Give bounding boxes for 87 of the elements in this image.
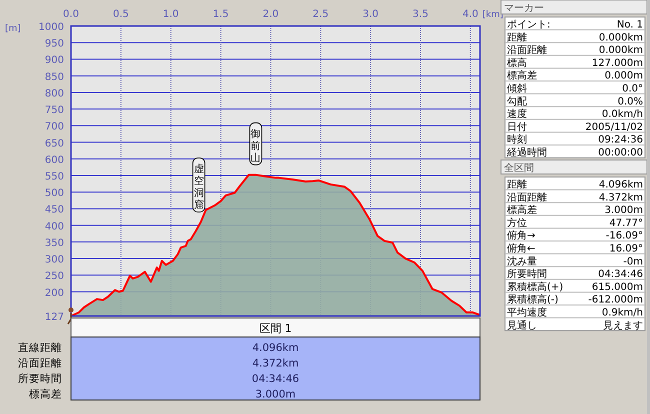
x-tick-label: 4.0 xyxy=(462,9,478,20)
text: 沿面距離 xyxy=(507,191,547,204)
y-tick-label: 350 xyxy=(44,238,64,249)
y-tick-label: 250 xyxy=(44,271,64,282)
text: 累積標高(-) xyxy=(507,294,559,306)
text: 0.0km/h xyxy=(602,109,643,120)
x-tick-label: 3.5 xyxy=(412,9,428,20)
y-tick-label: 450 xyxy=(44,204,64,216)
text: 3.000m xyxy=(255,388,296,400)
text: 09:24:36 xyxy=(598,134,643,146)
text: 0.000km xyxy=(598,45,643,56)
y-tick-label: 650 xyxy=(44,138,64,150)
x-tick-label: 3.0 xyxy=(362,9,379,20)
text: 傾斜 xyxy=(507,82,527,94)
x-tick-label: 2.0 xyxy=(262,9,279,20)
text: 0.0% xyxy=(618,96,643,108)
text: 04:34:46 xyxy=(598,269,643,280)
y-tick-label: 127 xyxy=(44,312,64,323)
y-tick-label: 600 xyxy=(44,154,64,166)
text: 4.372km xyxy=(598,192,643,204)
text: 標高差 xyxy=(29,388,62,400)
x-tick-label: 0.5 xyxy=(112,9,129,20)
text: 4.372km xyxy=(252,358,299,370)
text: 04:34:46 xyxy=(252,373,300,385)
text: 00:00:00 xyxy=(598,148,643,158)
text: 日付 xyxy=(507,122,527,133)
text: 4.096km xyxy=(598,180,643,190)
text: 累積標高(+) xyxy=(507,280,564,293)
text: 0.9km/h xyxy=(602,308,643,318)
text: 沿面距離 xyxy=(18,358,62,370)
y-tick-label: 200 xyxy=(44,288,64,299)
text: ポイント: xyxy=(507,20,550,30)
text: 標高差 xyxy=(507,70,537,82)
text: 0.000m xyxy=(604,70,643,82)
text: 127.000m xyxy=(592,58,643,69)
text: 沈み量 xyxy=(507,255,537,268)
text: 距離 xyxy=(507,178,527,190)
annotation: 御前山 xyxy=(250,128,261,164)
text: 所要時間 xyxy=(18,372,62,385)
text: 方位 xyxy=(507,216,527,229)
text: -0m xyxy=(623,256,643,268)
text: 見えます xyxy=(603,320,643,332)
y-tick-label: 800 xyxy=(44,88,64,100)
text: 標高差 xyxy=(507,204,537,216)
text: No. 1 xyxy=(616,20,643,30)
x-tick-label: 0.0 xyxy=(63,9,79,20)
text: 速度 xyxy=(507,108,527,120)
x-tick-label: 2.5 xyxy=(312,9,329,20)
y-tick-label: 400 xyxy=(44,221,64,232)
y-tick-label: 850 xyxy=(44,72,64,83)
annotation: 虚空洞窟 xyxy=(194,162,204,211)
y-tick-label: 500 xyxy=(44,188,64,200)
text: 時刻 xyxy=(507,134,527,146)
text: 距離 xyxy=(507,31,527,44)
text: 区間 1 xyxy=(259,322,292,335)
text: 615.000m xyxy=(592,282,643,293)
x-tick-label: 1.0 xyxy=(162,9,179,20)
text: -612.000m xyxy=(588,294,643,306)
text: 47.77° xyxy=(609,218,643,229)
text: 全区間 xyxy=(504,162,534,174)
text: 勾配 xyxy=(507,95,527,108)
y-axis-title: [m] xyxy=(5,24,21,34)
text: 4.096km xyxy=(252,342,299,354)
y-tick-label: 1000 xyxy=(38,22,64,33)
text: 平均速度 xyxy=(507,306,547,318)
text: 見通し xyxy=(507,319,537,332)
y-tick-label: 300 xyxy=(44,254,64,266)
y-tick-label: 700 xyxy=(44,122,64,133)
text: 0.000km xyxy=(598,32,643,44)
text: 16.09° xyxy=(609,244,643,254)
text: 2005/11/02 xyxy=(585,122,643,133)
text: 標高 xyxy=(507,56,527,69)
text: 直線距離 xyxy=(18,341,62,354)
text: 0.0° xyxy=(622,84,643,94)
text: マーカー xyxy=(504,3,544,14)
y-tick-label: 550 xyxy=(44,171,64,182)
y-tick-label: 900 xyxy=(44,55,64,66)
y-tick-label: 750 xyxy=(44,105,64,116)
y-tick-label: 950 xyxy=(44,38,64,50)
text: 3.000m xyxy=(604,205,643,216)
text: 俯角→ xyxy=(507,230,536,242)
text: 俯角← xyxy=(507,242,536,254)
text: 経過時間 xyxy=(506,146,547,158)
text: 沿面距離 xyxy=(507,44,547,56)
x-tick-label: 1.5 xyxy=(212,9,229,20)
text: -16.09° xyxy=(606,230,643,242)
text: 所要時間 xyxy=(507,268,547,280)
